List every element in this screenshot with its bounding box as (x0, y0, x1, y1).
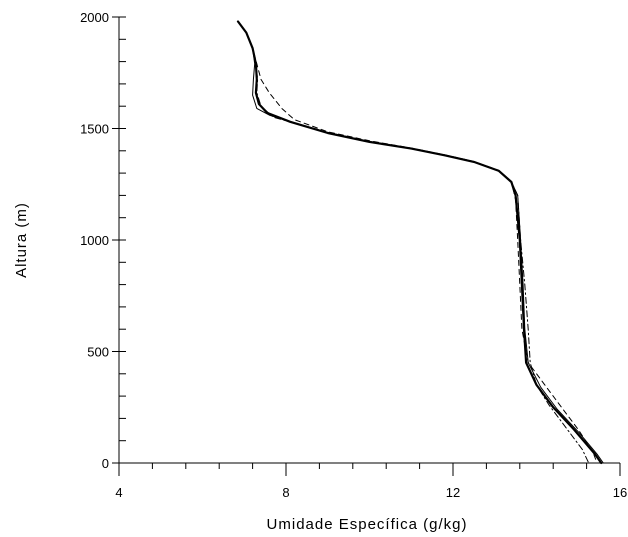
x-tick-labels: 4 8 12 16 (115, 485, 627, 500)
series-line-3 (237, 21, 598, 464)
data-series (236, 20, 604, 465)
x-axis-ticks (118, 463, 621, 476)
x-axis-label: Umidade Específica (g/kg) (267, 516, 468, 533)
y-tick-label: 2000 (80, 10, 109, 25)
y-tick-label: 1500 (80, 122, 109, 137)
y-tick-label: 0 (102, 456, 109, 471)
x-tick-label: 12 (446, 485, 460, 500)
y-tick-label: 500 (87, 345, 109, 360)
y-axis-ticks (112, 16, 126, 464)
series-line-2 (237, 21, 604, 464)
axes: 4 8 12 16 0 500 1000 1500 2000 (80, 10, 627, 500)
y-tick-label: 1000 (80, 233, 109, 248)
series-line-4 (237, 21, 590, 464)
x-tick-label: 4 (115, 485, 122, 500)
x-tick-label: 16 (613, 485, 627, 500)
series-line-1 (236, 20, 603, 465)
y-tick-labels: 0 500 1000 1500 2000 (80, 10, 109, 471)
x-tick-label: 8 (282, 485, 289, 500)
y-axis-label: Altura (m) (13, 202, 30, 278)
